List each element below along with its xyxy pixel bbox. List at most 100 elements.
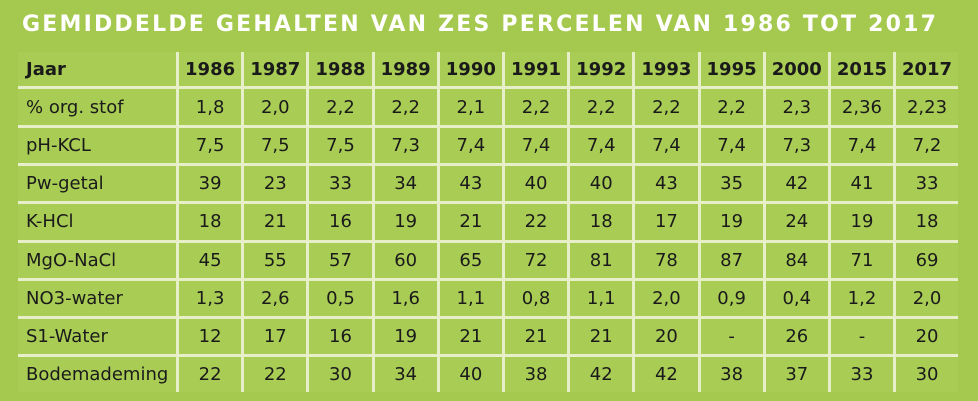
table-row: K-HCl 18 21 16 19 21 22 18 17 19 24 19 18: [18, 201, 958, 243]
cell: 33: [893, 162, 958, 205]
header-cell: 1993: [632, 52, 701, 90]
cell: 21: [436, 201, 505, 243]
cell: 2,2: [632, 86, 701, 128]
title: GEMIDDELDE GEHALTEN VAN ZES PERCELEN VAN…: [22, 12, 939, 37]
cell: 0,8: [501, 277, 571, 320]
cell: 43: [436, 162, 505, 205]
header-row: Jaar 1986 1987 1988 1989 1990 1991 1992 1993 1995…: [18, 52, 958, 90]
cell: 57: [306, 239, 375, 281]
cell: 26: [762, 316, 831, 358]
cell: 7,5: [175, 124, 245, 167]
cell: 40: [436, 354, 505, 392]
cell: 30: [893, 354, 958, 392]
table-row: S1-Water 12 17 16 19 21 21 21 20-26-20: [18, 316, 958, 358]
cell: -: [827, 316, 897, 358]
cell: 1,8: [175, 86, 245, 128]
cell: 34: [371, 162, 440, 205]
row-label: pH-KCL: [18, 124, 179, 167]
row-label: % org. stof: [18, 86, 179, 128]
cell: 38: [697, 354, 766, 392]
header-cell: Jaar: [18, 52, 179, 90]
cell: 1,2: [827, 277, 897, 320]
cell: 1,1: [567, 277, 636, 320]
cell: 22: [241, 354, 310, 392]
cell: 33: [306, 162, 375, 205]
cell: 42: [632, 354, 701, 392]
cell: 30: [306, 354, 375, 392]
cell: 22: [175, 354, 245, 392]
cell: 21: [567, 316, 636, 358]
cell: 19: [697, 201, 766, 243]
cell: 0,9: [697, 277, 766, 320]
cell: 2,36: [827, 86, 897, 128]
cell: 81: [567, 239, 636, 281]
cell: 72: [501, 239, 571, 281]
cell: 37: [762, 354, 831, 392]
header-cell: 2017: [893, 52, 958, 90]
cell: 2,1: [436, 86, 505, 128]
cell: 1,6: [371, 277, 440, 320]
cell: -: [697, 316, 766, 358]
cell: 7,3: [371, 124, 440, 167]
cell: 40: [501, 162, 571, 205]
cell: 20: [632, 316, 701, 358]
data-table: Jaar 1986 1987 1988 1989 1990 1991 1992 1993 1995…: [18, 52, 958, 392]
cell: 2,0: [893, 277, 958, 320]
cell: 2,23: [893, 86, 958, 128]
header-cell: 1990: [436, 52, 505, 90]
cell: 41: [827, 162, 897, 205]
cell: 23: [241, 162, 310, 205]
cell: 21: [436, 316, 505, 358]
cell: 2,0: [632, 277, 701, 320]
cell: 7,4: [632, 124, 701, 167]
cell: 87: [697, 239, 766, 281]
cell: 18: [893, 201, 958, 243]
header-cell: 1992: [567, 52, 636, 90]
row-label: K-HCl: [18, 201, 179, 243]
row-label: S1-Water: [18, 316, 179, 358]
cell: 7,4: [827, 124, 897, 167]
table-row: pH-KCL 7,5 7,5 7,5 7,3 7,4 7,4 7,4 7,4 7,4 7,3 7,4 7…: [18, 124, 958, 167]
row-label: Pw-getal: [18, 162, 179, 205]
cell: 7,5: [241, 124, 310, 167]
cell: 34: [371, 354, 440, 392]
cell: 21: [501, 316, 571, 358]
cell: 71: [827, 239, 897, 281]
header-cell: 1987: [241, 52, 310, 90]
cell: 78: [632, 239, 701, 281]
cell: 7,4: [567, 124, 636, 167]
row-label: Bodemademing: [18, 354, 179, 392]
cell: 21: [241, 201, 310, 243]
table-row: NO3-water 1,3 2,6 0,5 1,6 1,1 0,8 1,1 2,0 0,9 0,4 1…: [18, 277, 958, 320]
table-row: Pw-getal 39 23 33 34 43 40 40 43 35 42 41 33: [18, 162, 958, 205]
cell: 2,2: [567, 86, 636, 128]
cell: 69: [893, 239, 958, 281]
cell: 12: [175, 316, 245, 358]
cell: 0,5: [306, 277, 375, 320]
table-row: Bodemademing 22 22 30 34 40 38 42 42 38 37 33 30: [18, 354, 958, 392]
cell: 2,0: [241, 86, 310, 128]
cell: 84: [762, 239, 831, 281]
cell: 42: [762, 162, 831, 205]
header-cell: 1991: [501, 52, 571, 90]
cell: 18: [175, 201, 245, 243]
header-cell: 2000: [762, 52, 831, 90]
row-label: NO3-water: [18, 277, 179, 320]
cell: 19: [827, 201, 897, 243]
header-cell: 1988: [306, 52, 375, 90]
cell: 16: [306, 201, 375, 243]
cell: 7,5: [306, 124, 375, 167]
cell: 60: [371, 239, 440, 281]
cell: 2,6: [241, 277, 310, 320]
header-cell: 2015: [827, 52, 897, 90]
header-cell: 1989: [371, 52, 440, 90]
cell: 7,4: [436, 124, 505, 167]
cell: 17: [241, 316, 310, 358]
cell: 1,3: [175, 277, 245, 320]
header-cell: 1986: [175, 52, 245, 90]
cell: 39: [175, 162, 245, 205]
cell: 2,3: [762, 86, 831, 128]
cell: 20: [893, 316, 958, 358]
cell: 43: [632, 162, 701, 205]
